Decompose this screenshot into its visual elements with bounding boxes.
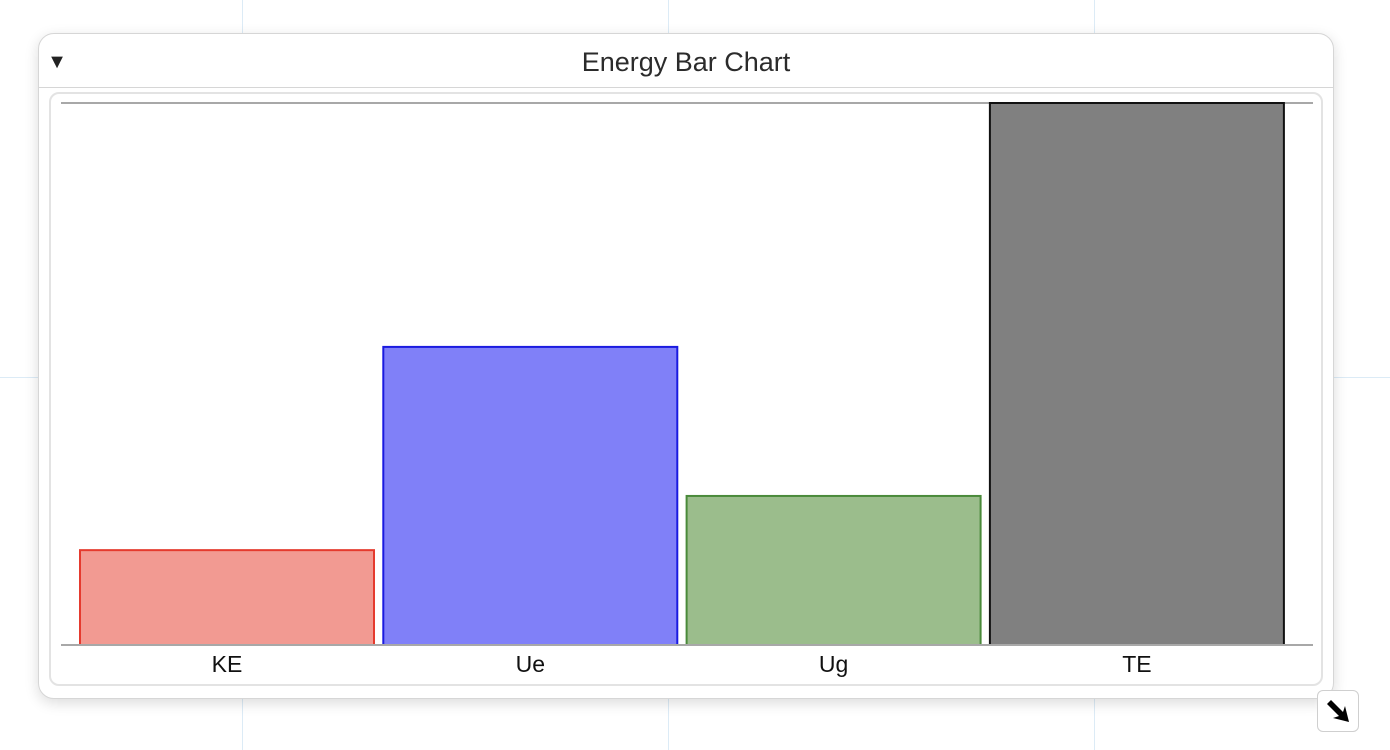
bar-chart-svg: KE Ue Ug TE <box>61 102 1313 677</box>
x-tick-label-ke: KE <box>212 651 243 677</box>
triangle-down-icon[interactable]: ▼ <box>47 51 67 73</box>
resize-button[interactable] <box>1317 690 1359 732</box>
energy-bar-chart-panel: ▼ Energy Bar Chart KE Ue Ug TE <box>38 33 1334 699</box>
chart-area: KE Ue Ug TE <box>49 92 1323 686</box>
panel-title: Energy Bar Chart <box>581 47 791 77</box>
x-tick-label-ug: Ug <box>819 651 848 677</box>
bar-ue <box>382 345 679 646</box>
resize-arrow-icon <box>1327 700 1349 722</box>
bar-te <box>988 102 1285 646</box>
x-tick-label-te: TE <box>1122 651 1151 677</box>
x-tick-label-ue: Ue <box>516 651 545 677</box>
bar-ke <box>79 549 375 646</box>
panel-header: ▼ Energy Bar Chart <box>39 34 1333 88</box>
bar-ug <box>685 494 982 647</box>
